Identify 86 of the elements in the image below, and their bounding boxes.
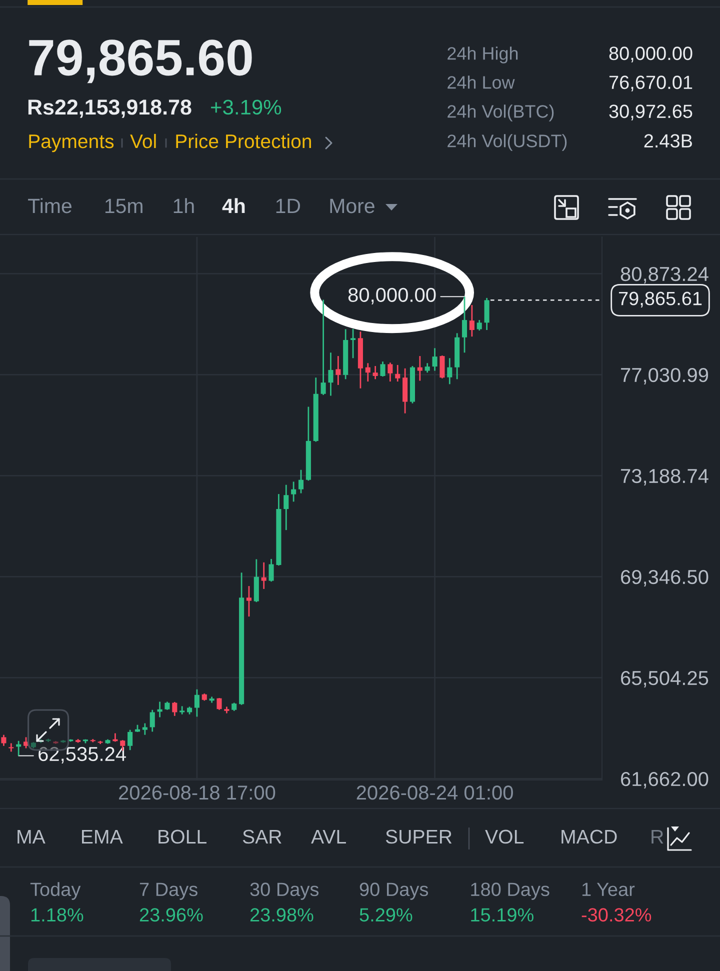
x-tick-label: 2026-08-24 01:00: [356, 786, 513, 800]
text: Price Protection: [176, 134, 311, 148]
candlestick: [424, 362, 430, 374]
text: -30.32%: [582, 908, 652, 922]
text: MACD: [562, 830, 617, 844]
ref-line-label: 79,865.61: [618, 292, 702, 308]
text: 90 Days: [360, 882, 428, 900]
candlestick: [440, 354, 445, 380]
text: 1D: [276, 198, 300, 213]
candlestick: [216, 697, 222, 711]
text: 1 Year: [582, 882, 635, 896]
text: Vol: [130, 134, 156, 148]
candlestick: [180, 705, 185, 716]
text: 1h: [174, 198, 194, 213]
text: SAR: [242, 830, 282, 844]
text: Today: [30, 882, 81, 900]
text: BOLL: [158, 830, 206, 844]
y-tick-label: 65,504.25: [621, 670, 708, 688]
candlestick: [320, 299, 326, 396]
text: 76,670.01: [609, 76, 692, 92]
chart-title: 79,865.60: [29, 40, 252, 84]
candlestick: [365, 362, 370, 382]
text: Time: [28, 198, 72, 214]
text: 2.43B: [644, 134, 692, 148]
chart-subtitle: Rs22,153,918.78: [28, 100, 192, 118]
candlestick: [1, 734, 6, 747]
text: 23.98%: [250, 908, 314, 922]
candlestick: [476, 319, 482, 332]
candlestick: [142, 722, 148, 736]
text: 180 Days: [471, 882, 550, 900]
text: MA: [18, 830, 46, 844]
text: SUPER: [386, 830, 452, 844]
candlestick: [462, 296, 468, 354]
y-tick-label: 73,188.74: [621, 468, 708, 486]
candlestick: [395, 364, 400, 382]
x-tick-label: 2026-08-18 17:00: [119, 786, 276, 800]
y-tick-label: 69,346.50: [621, 570, 708, 586]
text: 15.19%: [471, 908, 534, 922]
text: 15m: [105, 198, 142, 214]
candlestick: [268, 558, 274, 582]
text: More: [330, 198, 374, 214]
candlestick: [336, 355, 341, 386]
candlestick: [194, 688, 200, 718]
annotation: 80,000.00: [348, 288, 436, 304]
candlestick: [8, 742, 14, 752]
candlestick: [432, 347, 438, 372]
candlestick: [372, 365, 378, 380]
y-tick-label: 80,873.24: [620, 266, 708, 284]
candlestick: [284, 484, 289, 531]
candlestick: [388, 362, 393, 382]
candlestick: [380, 360, 386, 378]
candlestick: [23, 736, 29, 749]
text: 30,972.65: [609, 104, 692, 120]
text: 4h: [222, 198, 245, 213]
candlestick: [291, 480, 296, 502]
text: +3.19%: [211, 100, 282, 115]
text: 24h Low: [448, 76, 515, 89]
candlestick: [328, 352, 334, 396]
candlestick: [469, 304, 474, 338]
text: 80,000.00: [609, 46, 692, 62]
text: EMA: [82, 830, 123, 844]
candlestick: [350, 328, 356, 359]
candlestick: [128, 729, 133, 751]
candlestick: [246, 585, 252, 618]
text: 23.96%: [140, 908, 203, 922]
candlestick: [417, 355, 422, 382]
text: 24h Vol(USDT): [448, 134, 567, 151]
text: 24h High: [448, 46, 518, 64]
text: 30 Days: [250, 882, 319, 900]
candlestick: [150, 709, 155, 732]
text: 5.29%: [360, 908, 412, 922]
annotation: 62,535.24: [38, 746, 126, 764]
text: AVL: [311, 830, 346, 844]
y-tick-label: 77,030.99: [621, 368, 708, 384]
candlestick: [298, 469, 304, 494]
text: 1.18%: [31, 908, 84, 922]
candlestick: [484, 297, 490, 331]
candlestick: [172, 701, 178, 717]
text: VOL: [485, 830, 524, 844]
candlestick: [261, 562, 266, 590]
text: 24h Vol(BTC): [448, 104, 554, 122]
text: Payments: [29, 134, 114, 152]
text: 7 Days: [140, 882, 198, 900]
y-tick-label: 61,662.00: [621, 772, 708, 788]
text: R: [652, 830, 664, 844]
candlestick: [447, 357, 452, 385]
